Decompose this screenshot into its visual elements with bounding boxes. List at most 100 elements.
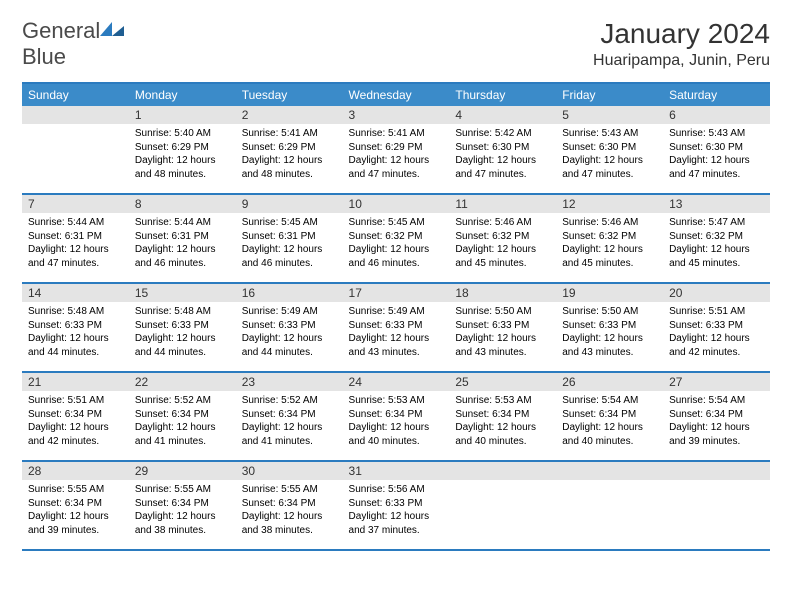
day-line: Sunset: 6:34 PM (349, 408, 444, 422)
day-number: 20 (663, 283, 770, 302)
day-line: Sunrise: 5:41 AM (242, 127, 337, 141)
day-number: 9 (236, 194, 343, 213)
day-line: Daylight: 12 hours (455, 243, 550, 257)
day-number: 11 (449, 194, 556, 213)
day-line: Sunset: 6:34 PM (28, 408, 123, 422)
day-number: 1 (129, 106, 236, 124)
day-number: 28 (22, 461, 129, 480)
day-line: Sunset: 6:34 PM (562, 408, 657, 422)
day-line: Sunset: 6:33 PM (349, 497, 444, 511)
day-content: Sunrise: 5:52 AMSunset: 6:34 PMDaylight:… (236, 391, 343, 461)
day-content: Sunrise: 5:55 AMSunset: 6:34 PMDaylight:… (22, 480, 129, 550)
day-line: and 43 minutes. (349, 346, 444, 360)
day-number (22, 106, 129, 124)
day-content: Sunrise: 5:44 AMSunset: 6:31 PMDaylight:… (22, 213, 129, 283)
day-line: Daylight: 12 hours (669, 243, 764, 257)
day-line: Daylight: 12 hours (349, 510, 444, 524)
day-number: 4 (449, 106, 556, 124)
day-line: Sunset: 6:31 PM (242, 230, 337, 244)
day-number: 23 (236, 372, 343, 391)
day-line: and 44 minutes. (28, 346, 123, 360)
day-line: and 46 minutes. (242, 257, 337, 271)
day-line: Daylight: 12 hours (455, 332, 550, 346)
day-line: Sunrise: 5:54 AM (562, 394, 657, 408)
content-row: Sunrise: 5:40 AMSunset: 6:29 PMDaylight:… (22, 124, 770, 194)
day-content: Sunrise: 5:53 AMSunset: 6:34 PMDaylight:… (449, 391, 556, 461)
day-line: Daylight: 12 hours (562, 421, 657, 435)
day-line: Sunrise: 5:45 AM (349, 216, 444, 230)
day-line: Sunset: 6:33 PM (349, 319, 444, 333)
day-line: Sunset: 6:32 PM (455, 230, 550, 244)
day-line: Sunset: 6:33 PM (242, 319, 337, 333)
day-number: 31 (343, 461, 450, 480)
day-line: and 38 minutes. (242, 524, 337, 538)
daynum-row: 78910111213 (22, 194, 770, 213)
day-line: Sunset: 6:33 PM (455, 319, 550, 333)
day-line: Sunrise: 5:43 AM (562, 127, 657, 141)
day-number: 17 (343, 283, 450, 302)
day-line: Sunrise: 5:43 AM (669, 127, 764, 141)
day-line: Sunset: 6:30 PM (669, 141, 764, 155)
day-line: and 47 minutes. (562, 168, 657, 182)
day-line: Daylight: 12 hours (562, 154, 657, 168)
day-line: Sunrise: 5:55 AM (242, 483, 337, 497)
day-line: Sunset: 6:34 PM (455, 408, 550, 422)
day-line: Sunset: 6:34 PM (28, 497, 123, 511)
day-line: and 39 minutes. (28, 524, 123, 538)
day-content: Sunrise: 5:48 AMSunset: 6:33 PMDaylight:… (129, 302, 236, 372)
day-line: Sunset: 6:33 PM (562, 319, 657, 333)
day-line: Daylight: 12 hours (669, 332, 764, 346)
day-content: Sunrise: 5:54 AMSunset: 6:34 PMDaylight:… (663, 391, 770, 461)
day-content (556, 480, 663, 550)
day-line: Daylight: 12 hours (28, 332, 123, 346)
day-number: 10 (343, 194, 450, 213)
day-content: Sunrise: 5:50 AMSunset: 6:33 PMDaylight:… (556, 302, 663, 372)
day-number: 15 (129, 283, 236, 302)
content-row: Sunrise: 5:44 AMSunset: 6:31 PMDaylight:… (22, 213, 770, 283)
day-line: Sunrise: 5:44 AM (28, 216, 123, 230)
title-block: January 2024 Huaripampa, Junin, Peru (593, 18, 770, 70)
day-number: 29 (129, 461, 236, 480)
header: General Blue January 2024 Huaripampa, Ju… (22, 18, 770, 70)
day-line: Daylight: 12 hours (242, 243, 337, 257)
month-title: January 2024 (593, 18, 770, 50)
day-line: Daylight: 12 hours (28, 421, 123, 435)
day-line: Daylight: 12 hours (135, 421, 230, 435)
day-line: Sunset: 6:34 PM (242, 497, 337, 511)
day-content: Sunrise: 5:42 AMSunset: 6:30 PMDaylight:… (449, 124, 556, 194)
day-content: Sunrise: 5:44 AMSunset: 6:31 PMDaylight:… (129, 213, 236, 283)
day-line: and 46 minutes. (349, 257, 444, 271)
day-line: Daylight: 12 hours (349, 154, 444, 168)
day-line: Sunset: 6:32 PM (669, 230, 764, 244)
day-line: and 46 minutes. (135, 257, 230, 271)
day-header: Wednesday (343, 83, 450, 106)
day-line: Daylight: 12 hours (135, 332, 230, 346)
day-line: Sunset: 6:34 PM (242, 408, 337, 422)
day-number: 6 (663, 106, 770, 124)
day-content: Sunrise: 5:47 AMSunset: 6:32 PMDaylight:… (663, 213, 770, 283)
day-number: 26 (556, 372, 663, 391)
day-line: Daylight: 12 hours (349, 421, 444, 435)
day-line: Daylight: 12 hours (242, 332, 337, 346)
day-content: Sunrise: 5:40 AMSunset: 6:29 PMDaylight:… (129, 124, 236, 194)
day-line: and 47 minutes. (349, 168, 444, 182)
day-line: and 40 minutes. (455, 435, 550, 449)
day-line: and 43 minutes. (562, 346, 657, 360)
day-line: Sunset: 6:32 PM (349, 230, 444, 244)
day-line: Daylight: 12 hours (242, 421, 337, 435)
day-line: Sunset: 6:33 PM (135, 319, 230, 333)
day-line: and 43 minutes. (455, 346, 550, 360)
day-content: Sunrise: 5:49 AMSunset: 6:33 PMDaylight:… (343, 302, 450, 372)
daynum-row: 21222324252627 (22, 372, 770, 391)
day-line: Sunrise: 5:47 AM (669, 216, 764, 230)
day-line: Sunset: 6:34 PM (669, 408, 764, 422)
day-number: 27 (663, 372, 770, 391)
day-header: Tuesday (236, 83, 343, 106)
day-line: and 40 minutes. (349, 435, 444, 449)
day-number: 2 (236, 106, 343, 124)
day-line: Sunrise: 5:51 AM (28, 394, 123, 408)
day-number: 14 (22, 283, 129, 302)
day-content: Sunrise: 5:53 AMSunset: 6:34 PMDaylight:… (343, 391, 450, 461)
day-line: Daylight: 12 hours (562, 243, 657, 257)
calendar-table: SundayMondayTuesdayWednesdayThursdayFrid… (22, 82, 770, 551)
